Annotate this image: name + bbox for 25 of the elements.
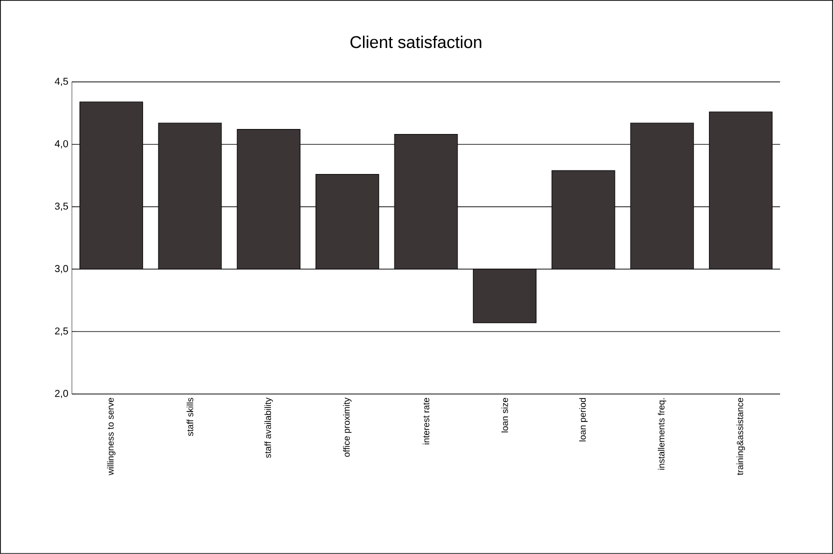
x-tick-label: training&assistance — [736, 398, 745, 476]
chart-title: Client satisfaction — [350, 36, 482, 48]
bar — [316, 174, 380, 270]
x-tick-label: interest rate — [422, 398, 430, 444]
bar — [79, 102, 144, 270]
bar — [472, 268, 536, 324]
x-tick-label: staff availability — [264, 398, 273, 458]
bar — [394, 134, 458, 270]
y-tick-label: 2,0 — [55, 390, 68, 398]
y-tick-label: 2,5 — [55, 327, 68, 336]
x-tick-label: willingness to serve — [107, 398, 116, 476]
bar — [630, 122, 694, 270]
bar — [236, 129, 300, 270]
x-tick-label: loan size — [501, 398, 508, 432]
y-tick-label: 3,0 — [54, 265, 68, 274]
bar — [158, 122, 222, 270]
bar — [552, 170, 616, 270]
y-tick-label: 3,5 — [54, 202, 68, 211]
x-tick-label: installements freq. — [658, 398, 666, 470]
x-tick-label: loan period — [579, 398, 588, 442]
bar — [708, 112, 773, 270]
x-tick-label: office proximity — [343, 398, 352, 457]
y-tick-label: 4,0 — [54, 140, 68, 148]
x-tick-label: staff skills — [186, 398, 194, 436]
y-tick-label: 4,5 — [54, 78, 68, 86]
